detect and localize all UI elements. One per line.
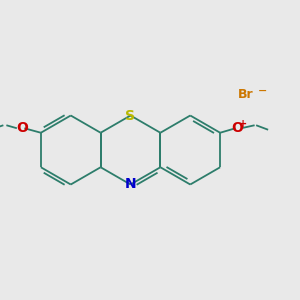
Text: O: O (16, 121, 28, 135)
Text: +: + (238, 119, 247, 129)
Text: N: N (125, 178, 136, 191)
Text: Br: Br (238, 88, 254, 101)
Text: S: S (125, 109, 136, 122)
Text: −: − (258, 86, 267, 96)
Text: O: O (232, 121, 244, 135)
